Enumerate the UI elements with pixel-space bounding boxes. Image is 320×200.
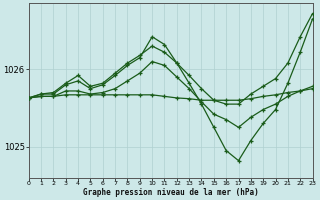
X-axis label: Graphe pression niveau de la mer (hPa): Graphe pression niveau de la mer (hPa) [83, 188, 259, 197]
